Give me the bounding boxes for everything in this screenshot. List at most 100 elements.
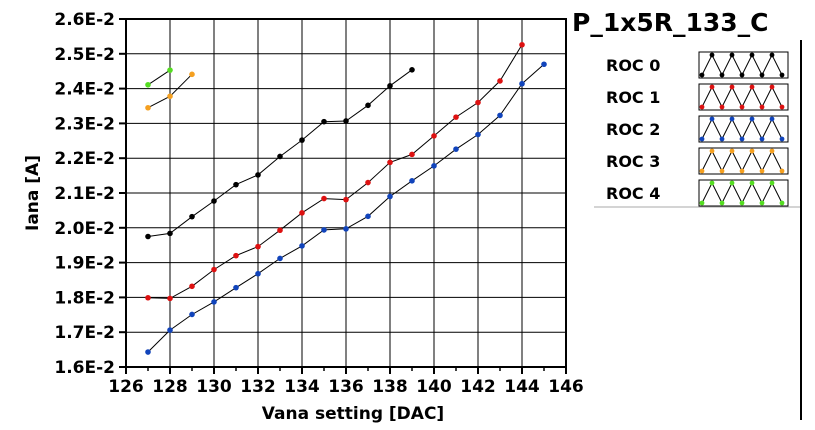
legend-swatch-marker xyxy=(729,84,735,90)
legend-swatch-marker xyxy=(729,180,735,186)
legend-label: ROC 2 xyxy=(606,120,660,139)
data-point xyxy=(387,193,393,200)
legend-swatch-marker xyxy=(759,72,765,78)
legend-swatch-marker xyxy=(719,72,725,78)
legend-swatch-marker xyxy=(719,200,725,206)
data-point xyxy=(145,233,151,240)
y-tick-labels: 1.6E-2 1.7E-2 1.8E-2 1.9E-2 2.0E-2 2.1E-2 2.2E… xyxy=(54,10,115,378)
data-point xyxy=(343,196,349,203)
data-point xyxy=(145,349,151,355)
legend-swatch-marker xyxy=(759,168,765,174)
legend-swatch-marker xyxy=(749,52,755,58)
legend-swatch-marker xyxy=(759,104,765,110)
x-axis-title: Vana setting [DAC] xyxy=(262,404,444,424)
legend-swatch-marker xyxy=(759,200,765,206)
legend: ROC 0 ROC 1 ROC 2 ROC 3 ROC 4 xyxy=(594,40,802,420)
data-point xyxy=(189,71,195,78)
legend-swatch-marker xyxy=(699,168,705,174)
y-tick-label: 1.8E-2 xyxy=(54,288,115,308)
legend-swatch-marker xyxy=(739,136,745,142)
x-tick-label: 144 xyxy=(504,377,540,397)
legend-swatch-marker xyxy=(779,72,785,78)
data-point xyxy=(453,146,459,152)
legend-swatch-marker xyxy=(769,84,775,90)
y-tick-label: 2.0E-2 xyxy=(54,219,115,239)
series-roc-0 xyxy=(145,67,415,240)
data-point xyxy=(409,178,415,184)
data-point xyxy=(277,227,283,234)
x-tick-label: 146 xyxy=(548,377,584,397)
data-point xyxy=(233,252,239,259)
data-point xyxy=(277,255,283,262)
legend-swatch-marker xyxy=(699,104,705,110)
data-point xyxy=(431,163,437,169)
data-point xyxy=(365,213,371,220)
legend-swatch-marker xyxy=(779,136,785,142)
x-tick-label: 132 xyxy=(240,377,276,397)
data-point xyxy=(255,270,261,277)
data-point xyxy=(189,213,195,220)
legend-swatch-marker xyxy=(739,72,745,78)
legend-label: ROC 3 xyxy=(606,152,660,171)
series-line xyxy=(147,44,523,299)
data-point xyxy=(211,299,217,305)
y-tick-label: 2.1E-2 xyxy=(54,184,115,204)
series-roc-4 xyxy=(145,67,173,88)
x-tick-label: 128 xyxy=(152,377,188,397)
data-point xyxy=(167,93,173,100)
data-point xyxy=(365,102,371,109)
legend-swatch-marker xyxy=(749,180,755,186)
y-tick-label: 2.6E-2 xyxy=(54,10,115,30)
series-roc-1 xyxy=(145,41,525,302)
data-point xyxy=(409,151,415,158)
series-roc-3 xyxy=(145,71,195,111)
data-point xyxy=(233,284,239,291)
data-point xyxy=(255,172,261,178)
data-point xyxy=(321,195,327,202)
legend-swatch-marker xyxy=(779,168,785,174)
y-tick-label: 2.2E-2 xyxy=(54,149,115,169)
data-point xyxy=(475,131,481,138)
legend-swatch-marker xyxy=(699,72,705,78)
series-roc-2 xyxy=(145,61,547,355)
x-tick-label: 138 xyxy=(372,377,408,397)
data-point xyxy=(233,181,239,188)
legend-entry-roc-2: ROC 2 xyxy=(606,115,789,143)
data-point xyxy=(189,283,195,290)
legend-swatch-marker xyxy=(739,168,745,174)
data-point xyxy=(409,67,415,73)
legend-swatch-marker xyxy=(699,200,705,206)
x-tick-label: 140 xyxy=(416,377,452,397)
legend-swatch-marker xyxy=(769,52,775,58)
legend-entry-roc-3: ROC 3 xyxy=(606,147,789,175)
data-point xyxy=(211,198,217,204)
x-tick-label: 142 xyxy=(460,377,496,397)
series-line xyxy=(147,69,171,86)
legend-label: ROC 0 xyxy=(606,56,660,75)
data-point xyxy=(519,80,525,87)
data-point xyxy=(299,137,305,143)
data-point xyxy=(387,83,393,89)
legend-swatch-marker xyxy=(729,148,735,154)
legend-swatch-marker xyxy=(699,136,705,142)
data-point xyxy=(255,243,261,250)
legend-swatch-marker xyxy=(769,180,775,186)
legend-swatch-marker xyxy=(779,200,785,206)
data-point xyxy=(189,311,195,318)
legend-swatch-marker xyxy=(759,136,765,142)
legend-entry-roc-0: ROC 0 xyxy=(606,51,789,79)
legend-swatch-marker xyxy=(729,52,735,58)
legend-swatch-marker xyxy=(749,84,755,90)
legend-swatch-marker xyxy=(719,104,725,110)
x-tick-label: 134 xyxy=(284,377,320,397)
y-tick-label: 1.9E-2 xyxy=(54,254,115,274)
legend-swatch-marker xyxy=(719,136,725,142)
x-tick-labels: 126 128 130 132 134 136 138 140 142 144 146 xyxy=(108,377,584,397)
data-point xyxy=(431,133,437,139)
data-point xyxy=(167,230,173,237)
ticks xyxy=(119,18,567,374)
y-tick-label: 2.3E-2 xyxy=(54,114,115,134)
data-point xyxy=(475,99,481,106)
